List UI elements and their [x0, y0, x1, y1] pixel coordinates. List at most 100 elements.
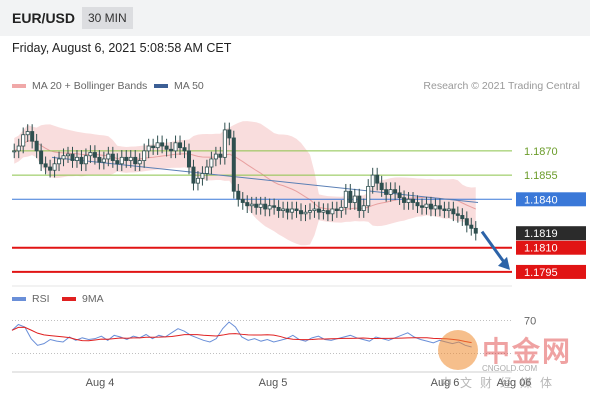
candle-body: [388, 189, 393, 195]
watermark: 中金网 CNGOLD.COM 中文财经媒体: [438, 330, 588, 390]
candle-body: [348, 190, 353, 203]
candle-body: [375, 174, 380, 184]
candle-body: [361, 205, 366, 211]
candle-body: [433, 205, 438, 210]
candle-body: [39, 150, 44, 165]
bollinger-band-area: [14, 121, 476, 246]
legend-ma20: MA 20 + Bollinger Bands: [12, 80, 147, 92]
candle-body: [30, 131, 35, 142]
ma50-line: [51, 156, 479, 204]
candle-body: [325, 210, 330, 215]
candle-body: [473, 227, 478, 234]
price-tags: 1.1870 1.1855 1.1840 1.1819 1.1810 1.1795: [516, 146, 586, 279]
candle-body: [231, 137, 236, 192]
research-credit: Research © 2021 Trading Central: [423, 80, 580, 92]
candle-body: [397, 192, 402, 199]
candle-body: [218, 153, 223, 158]
candle-body: [258, 203, 263, 208]
candle-body: [303, 211, 308, 215]
candle-body: [428, 203, 433, 210]
candle-body: [393, 189, 398, 194]
price-tag-1.1795: 1.1795: [524, 267, 558, 279]
candle-body: [446, 208, 451, 211]
candle-body: [16, 145, 21, 152]
projection-arrow-head: [498, 256, 510, 270]
legend-ma50: MA 50: [154, 80, 204, 92]
candle-body: [276, 206, 281, 211]
candle-body: [88, 152, 93, 157]
legend-rsi: RSI: [12, 293, 50, 305]
timeframe-button[interactable]: 30 MIN: [82, 7, 133, 29]
candle-body: [424, 203, 429, 208]
candle-body: [119, 156, 124, 165]
price-tag-bg-1.1795: [516, 264, 586, 279]
candle-body: [460, 215, 465, 220]
candle-body: [25, 131, 30, 136]
candle-body: [312, 208, 317, 211]
candle-body: [186, 150, 191, 168]
candle-body: [182, 147, 187, 152]
x-tick-0: Aug 4: [86, 377, 115, 389]
ma50-label: MA 50: [174, 80, 204, 92]
watermark-subtitle: 中文财经媒体: [440, 376, 561, 390]
rsi-label: RSI: [32, 293, 50, 305]
projection-arrow: [480, 230, 510, 270]
candle-body: [406, 198, 411, 203]
ma50-path: [51, 156, 479, 204]
candle-body: [281, 208, 286, 211]
watermark-logo-icon: [438, 330, 478, 370]
watermark-site: CNGOLD.COM: [482, 364, 538, 373]
candle-body: [249, 203, 254, 207]
rsi-ma-line: [11, 326, 472, 344]
price-tag-bg-1.1840: [516, 192, 586, 207]
price-tag-1.1855: 1.1855: [524, 170, 558, 182]
candle-body: [437, 205, 442, 210]
candle-body: [469, 224, 474, 229]
rsi-swatch: [12, 297, 26, 302]
candle-body: [254, 203, 259, 208]
candle-body: [160, 142, 165, 147]
candle-body: [442, 208, 447, 211]
x-tick-1: Aug 5: [259, 377, 288, 389]
projection-arrow-shaft: [480, 230, 508, 266]
candle-body: [290, 208, 295, 213]
candle-body: [191, 166, 196, 184]
candle-body: [370, 174, 375, 187]
candle-body: [178, 142, 183, 149]
candle-body: [57, 158, 62, 165]
candle-body: [357, 195, 362, 211]
price-tag-1.1840: 1.1840: [524, 194, 558, 206]
candle-body: [402, 197, 407, 203]
candle-body: [34, 140, 39, 152]
candle-body: [52, 163, 57, 171]
candle-body: [43, 163, 48, 168]
candle-body: [173, 142, 178, 152]
candle-body: [236, 190, 241, 200]
ma20-swatch: [12, 84, 26, 89]
candle-body: [415, 202, 420, 207]
candle-body: [307, 210, 312, 213]
candle-body: [455, 213, 460, 216]
candle-body: [411, 198, 416, 203]
candle-body: [222, 129, 227, 158]
candle-body: [204, 166, 209, 174]
x-axis: Aug 4 Aug 5 Aug 6 Aug 06: [12, 285, 531, 389]
candle-body: [294, 208, 299, 211]
candle-body: [330, 208, 335, 215]
candle-body: [128, 156, 133, 161]
candle-body: [419, 205, 424, 208]
candle-body: [195, 177, 200, 184]
candle-body: [21, 134, 26, 147]
candle-body: [352, 195, 357, 203]
price-tag-1.1810: 1.1810: [524, 243, 558, 255]
candle-body: [79, 156, 84, 165]
candle-body: [83, 155, 88, 165]
candle-body: [169, 148, 174, 152]
candle-body: [133, 156, 138, 165]
candle-body: [227, 129, 232, 139]
chart-datetime: Friday, August 6, 2021 5:08:58 AM CET: [12, 41, 232, 55]
watermark-title: 中金网: [482, 336, 573, 367]
candle-body: [101, 158, 106, 163]
candle-body: [209, 158, 214, 168]
